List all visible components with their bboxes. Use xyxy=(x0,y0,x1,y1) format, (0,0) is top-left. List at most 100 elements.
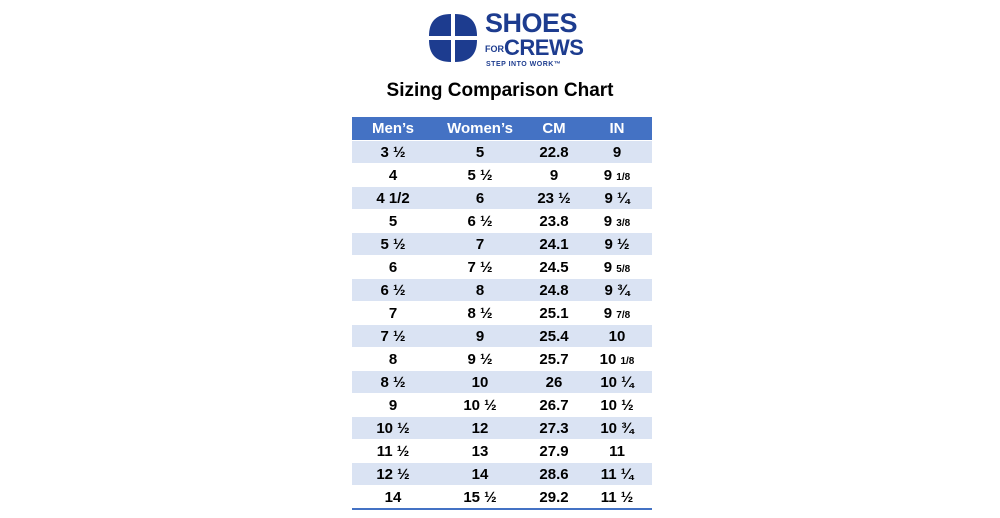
cell-in: 10 xyxy=(582,324,652,348)
cell-mens: 12 ½ xyxy=(352,462,434,486)
cell-in-value: 10 xyxy=(599,350,621,368)
cell-mens: 4 1/2 xyxy=(352,186,434,210)
cell-mens-value: 12 ½ xyxy=(376,465,410,483)
cell-in: 10 ½ xyxy=(582,393,652,417)
cell-cm: 25.7 xyxy=(526,347,582,371)
header-cm: CM xyxy=(526,117,582,141)
cell-mens: 5 ½ xyxy=(352,232,434,256)
cell-in-value: 9 ¼ xyxy=(604,189,630,207)
cell-cm-value: 27.3 xyxy=(539,419,569,437)
cell-cm-value: 26 xyxy=(545,373,563,391)
cell-in-value: 9 xyxy=(603,258,617,276)
table-row: 5 ½ 7 24.1 9 ½ xyxy=(352,232,652,256)
cell-mens-value: 6 ½ xyxy=(380,281,406,299)
cell-in-fraction: 3/8 xyxy=(616,217,631,229)
four-squares-logo-icon xyxy=(429,14,477,62)
page-title: Sizing Comparison Chart xyxy=(386,80,614,101)
cell-mens-value: 6 xyxy=(388,258,398,276)
cell-mens: 7 ½ xyxy=(352,324,434,348)
cell-womens-value: 10 ½ xyxy=(463,396,497,414)
cell-cm-value: 25.7 xyxy=(539,350,569,368)
cell-womens: 14 xyxy=(434,462,526,486)
cell-in-value: 11 ½ xyxy=(600,488,634,506)
cell-mens-value: 7 ½ xyxy=(380,327,406,345)
cell-in-fraction: 7/8 xyxy=(616,309,631,321)
cell-mens-value: 5 xyxy=(388,212,398,230)
cell-mens: 6 xyxy=(352,255,434,279)
cell-womens-value: 5 xyxy=(475,143,485,161)
table-row: 8 ½ 10 26 10 ¼ xyxy=(352,370,652,394)
header-womens: Women’s xyxy=(434,117,526,141)
logo-wordmark-crews: FORCREWS xyxy=(485,35,584,61)
table-row: 8 9 ½ 25.7 10 1/8 xyxy=(352,347,652,371)
cell-womens-value: 9 ½ xyxy=(467,350,493,368)
cell-in-value: 10 xyxy=(608,327,626,345)
cell-cm-value: 22.8 xyxy=(539,143,569,161)
cell-womens: 5 xyxy=(434,140,526,164)
cell-in: 10 1/8 xyxy=(582,347,652,371)
cell-in-value: 10 ¼ xyxy=(600,373,634,391)
cell-in-value: 9 xyxy=(612,143,622,161)
cell-womens: 15 ½ xyxy=(434,485,526,510)
table-row: 7 8 ½ 25.1 9 7/8 xyxy=(352,301,652,325)
cell-cm: 23.8 xyxy=(526,209,582,233)
cell-cm-value: 24.5 xyxy=(539,258,569,276)
cell-mens: 9 xyxy=(352,393,434,417)
cell-mens: 8 ½ xyxy=(352,370,434,394)
cell-cm: 25.4 xyxy=(526,324,582,348)
table-row: 10 ½ 12 27.3 10 ¾ xyxy=(352,416,652,440)
cell-mens: 10 ½ xyxy=(352,416,434,440)
cell-womens: 7 ½ xyxy=(434,255,526,279)
cell-cm: 22.8 xyxy=(526,140,582,164)
cell-womens-value: 5 ½ xyxy=(467,166,493,184)
cell-womens: 8 ½ xyxy=(434,301,526,325)
cell-in-value: 9 xyxy=(603,304,617,322)
cell-cm-value: 26.7 xyxy=(539,396,569,414)
cell-mens: 5 xyxy=(352,209,434,233)
cell-womens: 7 xyxy=(434,232,526,256)
cell-womens: 13 xyxy=(434,439,526,463)
cell-in-value: 9 ½ xyxy=(604,235,630,253)
cell-in: 11 ½ xyxy=(582,485,652,510)
table-row: 6 7 ½ 24.5 9 5/8 xyxy=(352,255,652,279)
cell-cm: 28.6 xyxy=(526,462,582,486)
cell-womens-value: 14 xyxy=(471,465,489,483)
cell-in: 9 ½ xyxy=(582,232,652,256)
cell-in-value: 10 ½ xyxy=(600,396,634,414)
cell-mens-value: 4 xyxy=(388,166,398,184)
cell-womens-value: 15 ½ xyxy=(463,488,497,506)
cell-in: 9 7/8 xyxy=(582,301,652,325)
cell-womens: 5 ½ xyxy=(434,163,526,187)
cell-in: 9 3/8 xyxy=(582,209,652,233)
logo-tagline: STEP INTO WORK™ xyxy=(486,61,562,68)
cell-womens: 9 ½ xyxy=(434,347,526,371)
logo-wordmark-for: FOR xyxy=(485,44,504,55)
cell-in-value: 10 ¾ xyxy=(600,419,634,437)
table-row: 12 ½ 14 28.6 11 ¼ xyxy=(352,462,652,486)
cell-mens-value: 14 xyxy=(384,488,402,506)
cell-mens: 6 ½ xyxy=(352,278,434,302)
table-row: 14 15 ½ 29.2 11 ½ xyxy=(352,485,652,510)
cell-cm-value: 25.4 xyxy=(539,327,569,345)
cell-cm-value: 27.9 xyxy=(539,442,569,460)
cell-cm: 26.7 xyxy=(526,393,582,417)
cell-cm-value: 24.8 xyxy=(539,281,569,299)
cell-mens: 3 ½ xyxy=(352,140,434,164)
cell-cm-value: 23.8 xyxy=(539,212,569,230)
cell-mens-value: 5 ½ xyxy=(380,235,406,253)
cell-womens-value: 8 ½ xyxy=(467,304,493,322)
cell-cm: 25.1 xyxy=(526,301,582,325)
cell-womens: 6 xyxy=(434,186,526,210)
cell-mens-value: 7 xyxy=(388,304,398,322)
cell-mens: 8 xyxy=(352,347,434,371)
table-row: 11 ½ 13 27.9 11 xyxy=(352,439,652,463)
cell-womens: 9 xyxy=(434,324,526,348)
cell-in: 10 ¼ xyxy=(582,370,652,394)
cell-cm: 23 ½ xyxy=(526,186,582,210)
cell-in-fraction: 5/8 xyxy=(616,263,631,275)
logo-wordmark-crews-text: CREWS xyxy=(504,35,584,60)
header-in: IN xyxy=(582,117,652,141)
cell-womens: 12 xyxy=(434,416,526,440)
